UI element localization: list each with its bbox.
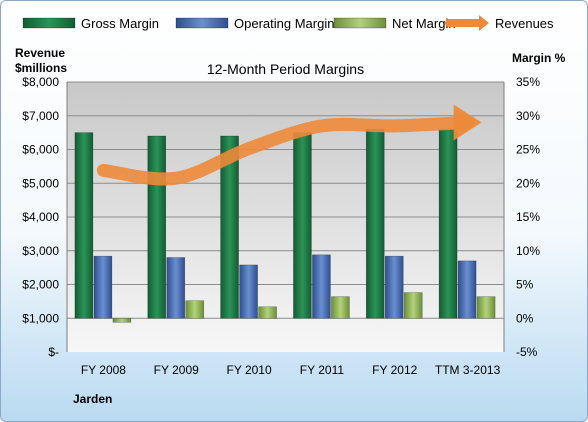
left-tick-label: $8,000 [22,75,59,89]
category-tick-label: FY 2011 [300,363,345,377]
left-tick-label: $3,000 [22,244,59,258]
legend-entry-label: Revenues [495,16,554,31]
right-tick-label: 25% [516,143,540,157]
right-axis-label: Margin % [512,51,566,65]
gross-margin-legend-icon [22,17,76,29]
category-tick-label: TTM 3-2013 [435,363,501,377]
left-tick-label: $- [48,345,59,359]
category-tick-label: FY 2008 [81,363,126,377]
net-margin-bar [112,317,132,323]
revenues-arrowhead [453,104,482,141]
gross-margin-bar [365,128,385,319]
gross-margin-bar [438,128,458,319]
left-axis-label-line2: $millions [15,61,67,75]
net-margin-bar [403,292,423,319]
right-tick-label: -5% [516,345,538,359]
category-tick-label: FY 2009 [154,363,199,377]
right-tick-label: 20% [516,176,540,190]
gross-margin-bar [293,132,312,319]
left-tick-label: $5,000 [22,176,59,190]
legend-entry-label: Operating Margin [234,16,334,31]
operating-margin-bar [457,260,477,319]
right-tick-label: 35% [516,75,540,89]
right-tick-label: 10% [516,244,540,258]
net-margin-bar [185,300,205,319]
left-axis-label-line1: Revenue [15,46,65,60]
right-tick-label: 15% [516,210,540,224]
right-tick-label: 5% [516,278,534,292]
net-margin-legend-icon [333,17,387,29]
operating-margin-bar [166,257,186,319]
chart-title: 12-Month Period Margins [207,61,364,77]
net-margin-bar [476,296,496,319]
category-tick-label: FY 2012 [372,363,417,377]
net-margin-bar [331,296,350,319]
gross-margin-bar [220,135,239,319]
left-tick-label: $1,000 [22,311,59,325]
revenues-line [96,116,475,186]
right-tick-label: 30% [516,109,540,123]
gross-margin-bar [147,135,167,319]
category-tick-label: FY 2010 [227,363,272,377]
company-label: Jarden [73,392,112,406]
revenues-legend-arrow [479,15,489,31]
left-tick-label: $2,000 [22,278,59,292]
legend-entry-label: Gross Margin [81,16,159,31]
right-tick-label: 0% [516,311,534,325]
operating-margin-bar [93,255,113,319]
operating-margin-bar [384,255,404,319]
operating-margin-bar [312,254,331,319]
left-tick-label: $6,000 [22,143,59,157]
gross-margin-bar [74,132,94,319]
legend-entry-label: Net Margin [392,16,456,31]
net-margin-bar [258,306,277,319]
left-tick-label: $7,000 [22,109,59,123]
operating-margin-bar [239,264,258,319]
operating-margin-legend-icon [175,17,229,29]
left-tick-label: $4,000 [22,210,59,224]
